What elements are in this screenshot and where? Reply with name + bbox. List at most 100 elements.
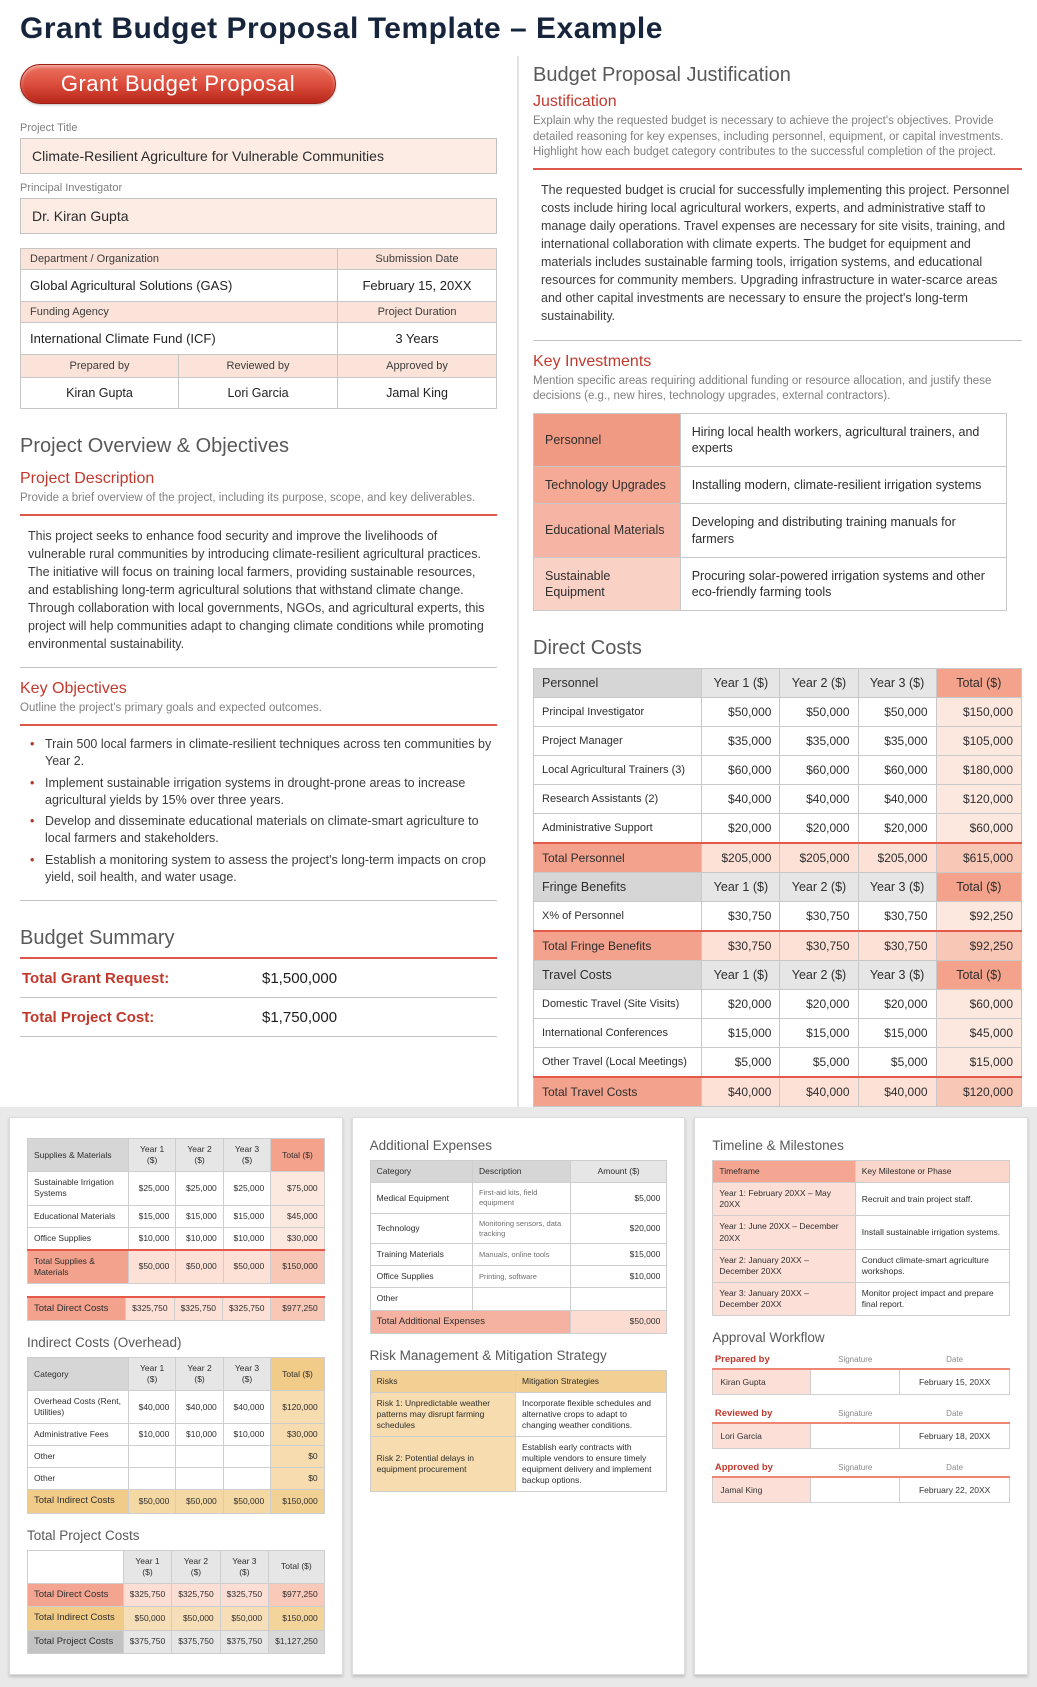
table-header-row: Year 1 ($) Year 2 ($) Year 3 ($) Total (… (27, 1549, 325, 1584)
col-header: Year 1 ($) (701, 872, 781, 903)
row-value: $40,000 (701, 784, 781, 815)
divider (533, 167, 1022, 170)
table-row: Other $0 (27, 1467, 325, 1491)
table-header-row: Reviewed by Signature Date (713, 1406, 1010, 1423)
category-header: Category (27, 1357, 129, 1392)
table-row: Research Assistants (2) $40,000 $40,000 … (532, 784, 1023, 815)
row-value: $35,000 (779, 726, 859, 757)
row-total: $977,250 (268, 1582, 325, 1608)
total-project-cost-value: $1,750,000 (262, 1008, 338, 1026)
table-header-row: Category Year 1 ($) Year 2 ($) Year 3 ($… (27, 1357, 325, 1392)
investment-category: Personnel (533, 412, 681, 468)
col-header: Year 2 ($) (171, 1549, 221, 1584)
risk-text: Risk 2: Potential delays in equipment pr… (369, 1436, 517, 1493)
total-grant-request-row: Total Grant Request: $1,500,000 (20, 959, 497, 997)
table-row: International Conferences $15,000 $15,00… (532, 1018, 1023, 1049)
table-row: Training Materials Manuals, online tools… (369, 1243, 668, 1267)
col-header: Year 3 ($) (857, 960, 937, 991)
project-title-input[interactable]: Climate-Resilient Agriculture for Vulner… (20, 138, 497, 174)
total-direct-costs-row: Total Direct Costs $325,750 $325,750 $32… (26, 1295, 325, 1322)
row-total: $150,000 (270, 1248, 325, 1284)
row-value: $40,000 (779, 1076, 859, 1108)
mitigation-text: Establish early contracts with multiple … (515, 1436, 668, 1493)
reviewed-by-label: Reviewed by (178, 354, 338, 378)
project-description-helper: Provide a brief overview of the project,… (20, 492, 476, 504)
row-value: $25,000 (175, 1171, 224, 1206)
row-label: Office Supplies (27, 1226, 129, 1251)
total-additional-row: Total Additional Expenses $50,000 (369, 1309, 668, 1334)
row-total: $45,000 (270, 1204, 325, 1228)
row-value: $325,750 (122, 1582, 173, 1608)
divider (533, 339, 1022, 341)
total-personnel-row: Total Personnel $205,000 $205,000 $205,0… (532, 842, 1023, 874)
total-fringe-row: Total Fringe Benefits $30,750 $30,750 $3… (532, 930, 1023, 962)
investment-description: Developing and distributing training man… (679, 503, 1008, 558)
col-header: Year 1 ($) (127, 1357, 177, 1392)
row-total: $60,000 (935, 989, 1023, 1020)
milestone: Recruit and train project staff. (854, 1182, 1011, 1217)
row-value (222, 1467, 272, 1491)
spacer (27, 1284, 325, 1296)
timeframe: Year 2: January 20XX – December 20XX (712, 1248, 856, 1283)
table-header-row: Category Description Amount ($) (369, 1160, 668, 1184)
row-value: $50,000 (219, 1606, 270, 1631)
signature-field[interactable] (810, 1421, 901, 1449)
row-description: Manuals, online tools (472, 1243, 571, 1267)
supplies-header: Supplies & Materials (27, 1138, 129, 1173)
col-header: Risks (369, 1369, 517, 1393)
timeline-approval-card: Timeline & Milestones Timeframe Key Mile… (694, 1117, 1029, 1675)
row-value: $10,000 (127, 1423, 177, 1447)
col-header: Amount ($) (569, 1160, 668, 1184)
table-header-row: Supplies & Materials Year 1 ($) Year 2 (… (27, 1138, 325, 1173)
row-value: $20,000 (701, 989, 781, 1020)
row-label: Total Personnel (532, 842, 703, 874)
signature-field[interactable] (810, 1367, 901, 1395)
row-value: $40,000 (222, 1390, 272, 1425)
col-header: Timeframe (712, 1160, 856, 1184)
col-header: Total ($) (935, 668, 1023, 699)
table-row: Office Supplies $10,000 $10,000 $10,000 … (27, 1226, 325, 1251)
empty-cell (27, 1549, 124, 1584)
row-value: $15,000 (779, 1018, 859, 1049)
additional-expenses-title: Additional Expenses (369, 1138, 493, 1154)
project-duration-label: Project Duration (337, 301, 497, 323)
signature-label: Signature (838, 1408, 873, 1418)
row-label: Technology (369, 1212, 474, 1245)
table-header-row: Personnel Year 1 ($) Year 2 ($) Year 3 (… (532, 668, 1023, 699)
row-value: $205,000 (779, 842, 859, 874)
department-value: Global Agricultural Solutions (GAS) (20, 269, 338, 302)
table-row: Jamal King February 22, 20XX (712, 1475, 1011, 1503)
milestone: Install sustainable irrigation systems. (854, 1215, 1011, 1250)
row-total: $977,250 (270, 1295, 325, 1322)
row-label: Administrative Fees (27, 1423, 129, 1447)
investment-category: Sustainable Equipment (533, 556, 681, 612)
approved-by-date: February 22, 20XX (899, 1475, 1011, 1503)
row-label: Total Additional Expenses (369, 1309, 571, 1334)
total-project-row: Total Project Costs $375,750 $375,750 $3… (27, 1629, 325, 1654)
risk-text: Risk 1: Unpredictable weather patterns m… (369, 1391, 517, 1438)
principal-investigator-input[interactable]: Dr. Kiran Gupta (20, 198, 497, 234)
row-value: $25,000 (222, 1171, 272, 1206)
row-description: Printing, software (472, 1265, 571, 1289)
row-total: $105,000 (935, 726, 1023, 757)
table-row: Risk 2: Potential delays in equipment pr… (369, 1436, 668, 1493)
row-value: $20,000 (779, 813, 859, 844)
investment-description: Hiring local health workers, agricultura… (679, 412, 1008, 468)
row-value (222, 1445, 272, 1469)
col-header: Year 2 ($) (175, 1357, 224, 1392)
date-label: Date (946, 1408, 964, 1418)
table-row: Technology Monitoring sensors, data trac… (369, 1212, 668, 1245)
table-row: Local Agricultural Trainers (3) $60,000 … (532, 755, 1023, 786)
row-value (569, 1287, 668, 1311)
row-value: $15,000 (569, 1243, 668, 1267)
signature-field[interactable] (810, 1475, 901, 1503)
row-total: $615,000 (935, 842, 1023, 874)
total-project-cost-label: Total Project Cost: (22, 1008, 155, 1026)
total-project-cost-row: Total Project Cost: $1,750,000 (20, 998, 497, 1036)
row-value: $30,750 (857, 930, 937, 962)
row-total: $120,000 (935, 784, 1023, 815)
justification-text: The requested budget is crucial for succ… (541, 182, 1010, 324)
row-value: $20,000 (857, 989, 937, 1020)
divider (20, 956, 497, 959)
prepared-by-label: Prepared by (714, 1353, 770, 1365)
